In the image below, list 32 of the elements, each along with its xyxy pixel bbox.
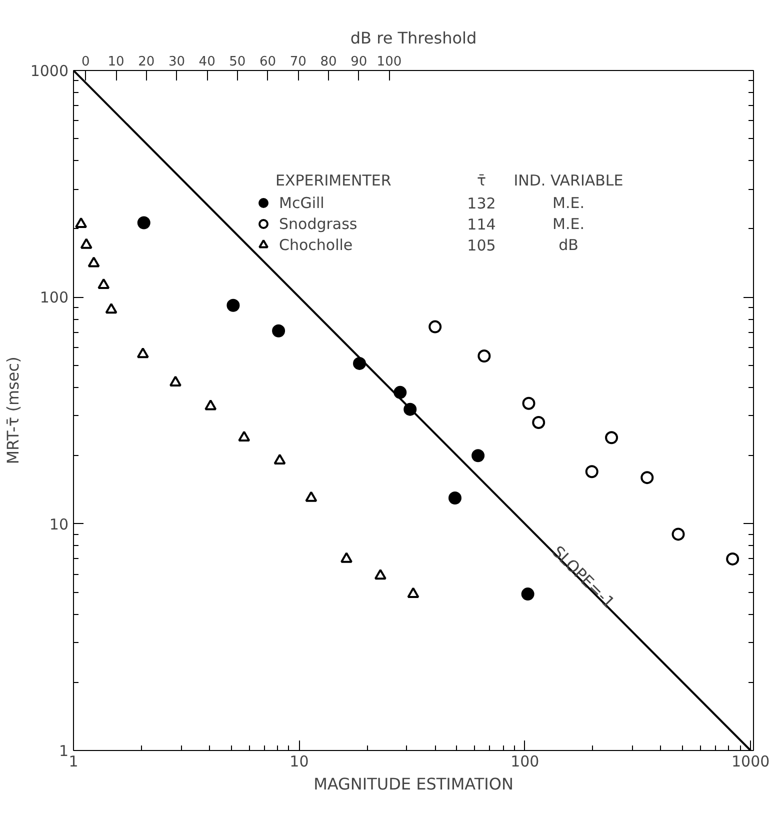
x2-axis-title: dB re Threshold	[350, 28, 477, 48]
x2-tick-label: 50	[229, 54, 246, 70]
legend-title: EXPERIMENTER	[276, 172, 392, 190]
y-tick-label: 1000	[30, 62, 69, 80]
x2-tick-label: 80	[320, 54, 337, 70]
x-tick-label: 10	[290, 752, 309, 770]
x2-tick-label: 40	[198, 54, 216, 70]
x2-tick-label: 0	[82, 54, 90, 70]
y-tick-label: 100	[40, 288, 69, 307]
y-axis-title: MRT-τ̄ (msec)	[3, 356, 22, 464]
x2-tick-label: 100	[376, 54, 402, 70]
x2-tick-label: 30	[168, 54, 185, 70]
annotation: M.E.	[552, 194, 584, 212]
annotation: τ̄	[476, 172, 486, 190]
x2-tick-label: 10	[108, 54, 124, 70]
x-tick-label: 100	[510, 752, 540, 770]
x2-tick-label: 20	[138, 54, 155, 70]
legend-label: Snodgrass	[279, 214, 358, 234]
annotation: 114	[467, 216, 496, 234]
y-tick-label: 10	[49, 515, 69, 534]
x-tick-label: 1000	[732, 752, 770, 770]
legend-label: McGill	[279, 192, 324, 213]
annotation: 105	[467, 236, 496, 254]
x-axis-title: MAGNITUDE ESTIMATION	[314, 774, 514, 794]
legend-label: Chocholle	[279, 234, 353, 255]
annotation: M.E.	[552, 215, 584, 233]
annotation: IND. VARIABLE	[514, 172, 624, 190]
annotation: dB	[558, 236, 578, 254]
annotation: 132	[467, 194, 496, 212]
x2-tick-label: 90	[350, 54, 368, 70]
x2-tick-label: 70	[290, 54, 306, 70]
x2-tick-label: 60	[260, 54, 276, 70]
